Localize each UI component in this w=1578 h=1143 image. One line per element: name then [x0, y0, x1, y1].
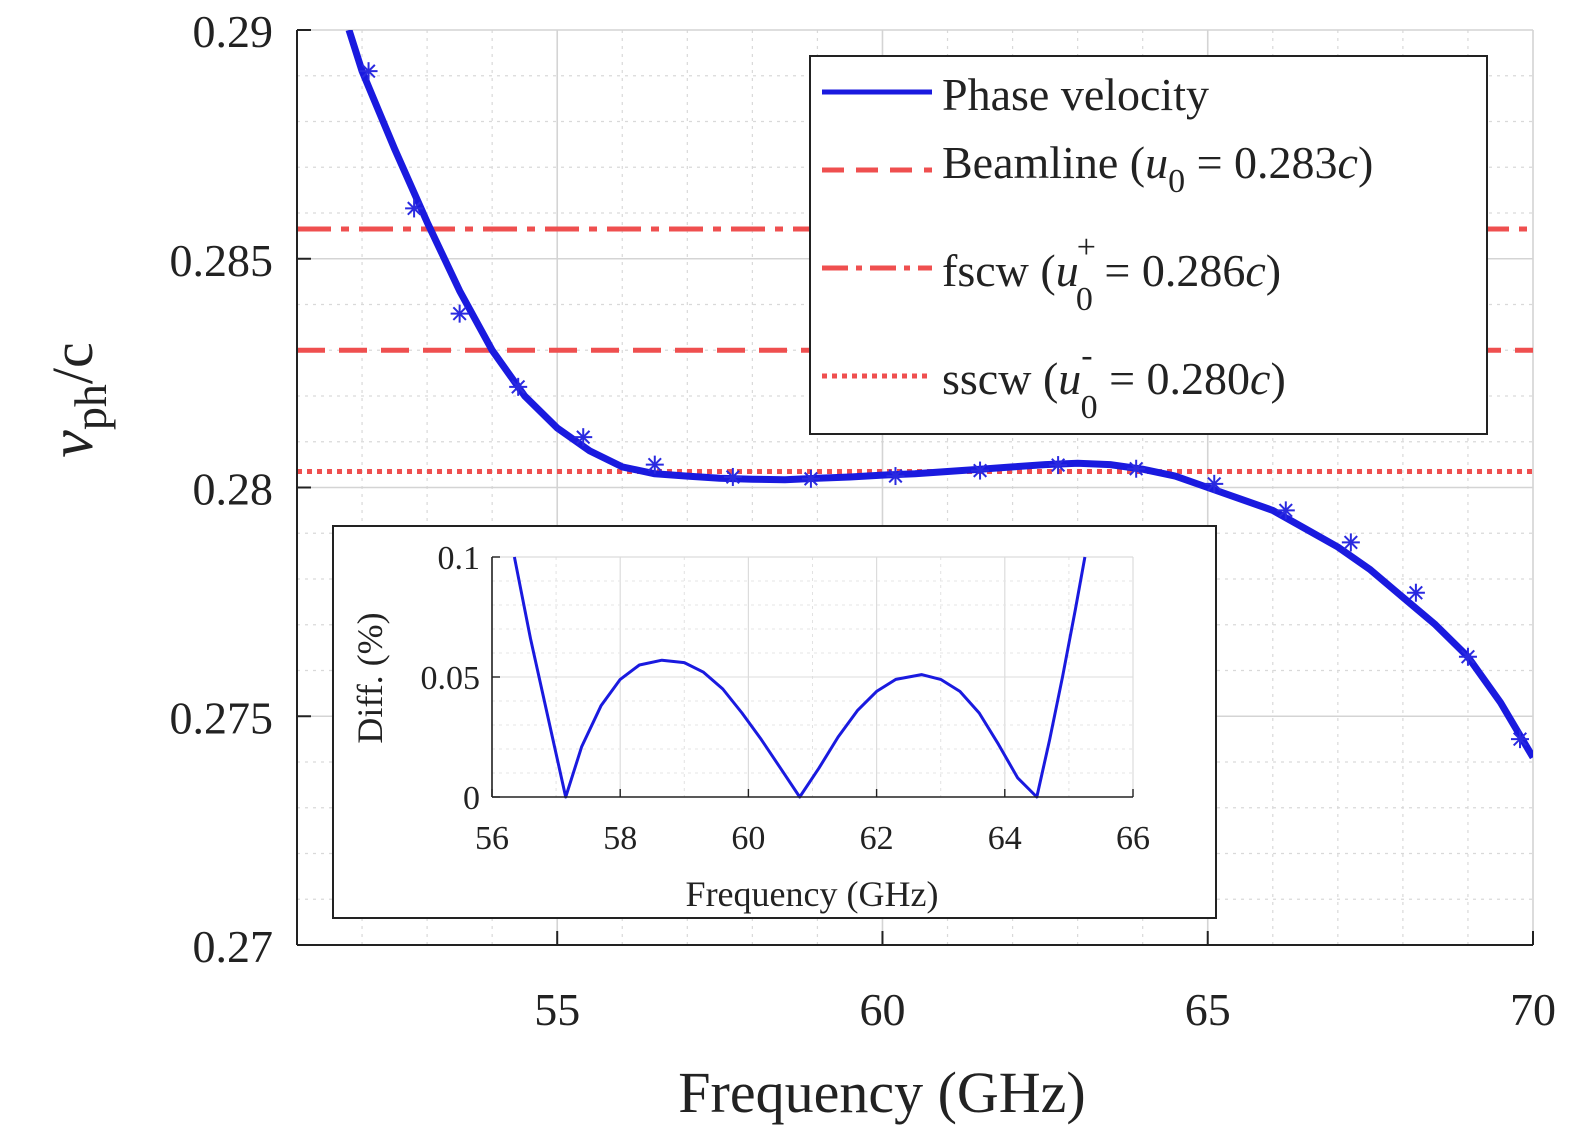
phase-velocity-marker: [1458, 647, 1477, 666]
diff-line: [512, 556, 1087, 799]
inset-tick-labels: 56 58 60 62 64 66 0 0.05 0.1: [421, 540, 1151, 857]
phase-velocity-marker: [450, 304, 469, 323]
main-series: [345, 30, 1533, 760]
ylabel-sub: ph: [65, 384, 116, 430]
main-axes: [296, 29, 1534, 946]
phase-velocity-marker: [645, 455, 664, 474]
legend-label-fscw: fscw (u+ 0 = 0.286c): [942, 229, 1281, 318]
inset-x-tick-label: 62: [860, 820, 894, 857]
inset-x-tick-label: 58: [603, 820, 637, 857]
x-tick-label: 65: [1185, 984, 1231, 1035]
x-tick-label: 70: [1510, 984, 1556, 1035]
x-tick-label: 55: [534, 984, 580, 1035]
inset-x-axis-title: Frequency (GHz): [686, 874, 939, 914]
phase-velocity-marker: [1341, 533, 1360, 552]
phase-velocity-marker: [1510, 730, 1529, 749]
phase-velocity-marker: [574, 428, 593, 447]
legend-label-phase: Phase velocity: [942, 69, 1209, 120]
y-tick-label: 0.285: [170, 235, 274, 286]
main-tick-labels: 55 60 65 70 0.27 0.275 0.28 0.285 0.29: [170, 6, 1557, 1035]
inset-y-tick-label: 0.1: [438, 540, 481, 577]
y-tick-label: 0.28: [193, 464, 274, 515]
phase-velocity-marker: [886, 467, 905, 486]
legend-label-sscw: sscw (u-0 = 0.280c): [942, 337, 1286, 426]
svg-text:vph/c: vph/c: [38, 342, 116, 457]
inset-panel: 56 58 60 62 64 66 0 0.05 0.1 Diff. (%) Frequency…: [332, 525, 1217, 919]
inset-frame: [332, 525, 1217, 919]
phase-velocity-marker: [509, 377, 528, 396]
phase-velocity-marker: [359, 62, 378, 81]
inset-axes: [491, 556, 1134, 798]
phase-velocity-marker: [405, 199, 424, 218]
inset-y-axis-title: Diff. (%): [350, 612, 390, 743]
phase-velocity-marker: [971, 461, 990, 480]
y-tick-label: 0.27: [193, 921, 274, 972]
phase-velocity-marker: [1049, 456, 1068, 475]
x-tick-label: 60: [859, 984, 905, 1035]
phase-velocity-line: [345, 30, 1533, 760]
phase-velocity-marker: [1276, 501, 1295, 520]
inset-x-tick-label: 56: [475, 820, 509, 857]
inset-x-tick-label: 64: [988, 820, 1022, 857]
phase-velocity-marker: [1205, 474, 1224, 493]
y-tick-label: 0.275: [170, 692, 274, 743]
y-tick-label: 0.29: [193, 6, 274, 57]
legend-label-beam: Beamline (u0 = 0.283c): [942, 137, 1373, 200]
phase-velocity-marker: [1406, 583, 1425, 602]
phase-velocity-marker: [801, 469, 820, 488]
main-y-axis-title: vph/c: [38, 342, 116, 457]
inset-y-tick-label: 0.05: [421, 660, 481, 697]
legend: Phase velocity Beamline (u0 = 0.283c) fs…: [809, 55, 1488, 435]
ylabel-tail: /c: [40, 342, 105, 384]
phase-velocity-marker: [723, 467, 742, 486]
inset-grid: [491, 556, 1134, 797]
inset-series: [512, 556, 1087, 799]
phase-velocity-marker: [1127, 459, 1146, 478]
inset-x-tick-label: 66: [1116, 820, 1150, 857]
inset-y-tick-label: 0: [463, 780, 480, 817]
main-x-axis-title: Frequency (GHz): [678, 1060, 1085, 1125]
ylabel-var: v: [38, 430, 106, 458]
inset-x-tick-label: 60: [731, 820, 765, 857]
legend-box: [809, 55, 1488, 435]
